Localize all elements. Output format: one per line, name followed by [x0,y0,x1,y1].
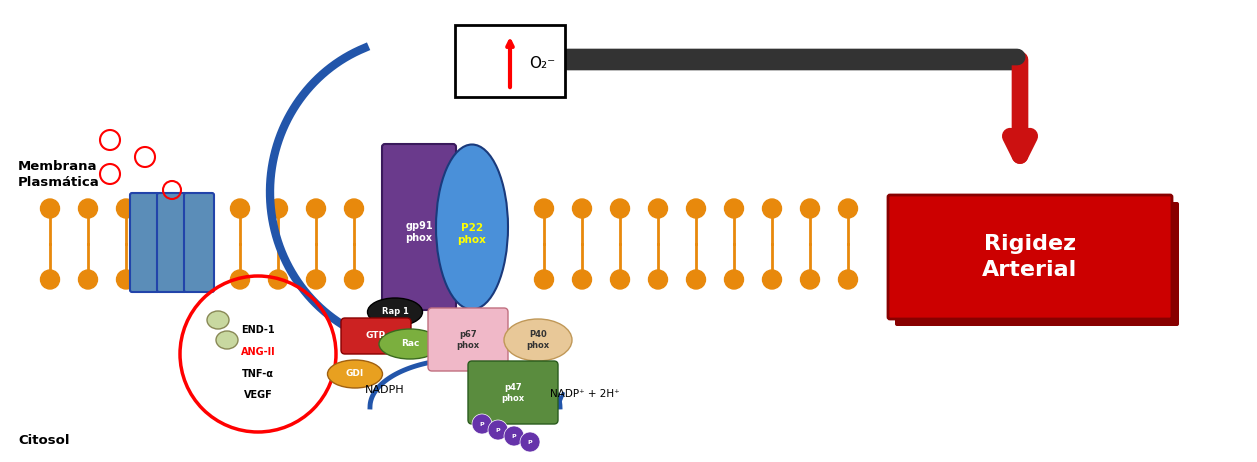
Circle shape [724,270,743,289]
Circle shape [724,199,743,218]
Circle shape [686,199,705,218]
FancyBboxPatch shape [184,193,214,292]
Circle shape [307,199,326,218]
Text: ANG-II: ANG-II [240,347,275,357]
Text: NADP⁺ + 2H⁺: NADP⁺ + 2H⁺ [551,389,620,399]
Ellipse shape [380,329,441,359]
FancyBboxPatch shape [129,193,160,292]
FancyBboxPatch shape [455,25,564,97]
Circle shape [307,270,326,289]
Circle shape [230,270,249,289]
Text: P: P [512,433,517,438]
Circle shape [471,414,491,434]
Text: P40
phox: P40 phox [527,330,549,350]
Circle shape [78,199,98,218]
Ellipse shape [504,319,572,361]
Circle shape [801,270,820,289]
FancyBboxPatch shape [427,308,508,371]
Text: END-1: END-1 [241,325,275,335]
Ellipse shape [216,331,238,349]
Ellipse shape [207,311,229,329]
Circle shape [763,270,782,289]
Ellipse shape [367,298,422,326]
Circle shape [344,199,363,218]
FancyBboxPatch shape [468,361,558,424]
Circle shape [686,270,705,289]
Text: O₂⁻: O₂⁻ [529,56,556,72]
Text: GDI: GDI [346,370,365,378]
Circle shape [155,199,173,218]
FancyBboxPatch shape [157,193,187,292]
Ellipse shape [436,145,508,310]
Circle shape [611,270,630,289]
Circle shape [520,432,541,452]
Text: Rigidez
Arterial: Rigidez Arterial [983,234,1077,280]
Circle shape [649,270,667,289]
Text: NADPH: NADPH [366,385,405,395]
Circle shape [344,270,363,289]
Text: gp91
phox: gp91 phox [405,221,432,243]
Text: P: P [480,421,484,426]
Text: p47
phox: p47 phox [502,383,524,403]
Text: Rap 1: Rap 1 [382,308,409,316]
Text: Membrana
Plasmática: Membrana Plasmática [18,159,99,188]
Text: P: P [495,427,500,432]
Circle shape [117,199,136,218]
Text: Citosol: Citosol [18,433,69,446]
Circle shape [838,199,857,218]
FancyBboxPatch shape [887,195,1172,319]
Text: TNF-α: TNF-α [243,369,274,379]
Circle shape [488,420,508,440]
Circle shape [155,270,173,289]
FancyBboxPatch shape [341,318,411,354]
Circle shape [838,270,857,289]
Circle shape [192,199,211,218]
Circle shape [572,270,592,289]
Circle shape [40,199,59,218]
Circle shape [572,199,592,218]
Circle shape [534,199,553,218]
Circle shape [611,199,630,218]
Text: VEGF: VEGF [244,390,273,400]
Circle shape [269,270,288,289]
Circle shape [649,199,667,218]
Text: Rac: Rac [401,340,419,348]
Text: P22
phox: P22 phox [458,223,486,245]
Circle shape [801,199,820,218]
Circle shape [230,199,249,218]
Text: p67
phox: p67 phox [456,330,480,350]
Circle shape [117,270,136,289]
FancyBboxPatch shape [382,144,456,310]
Circle shape [269,199,288,218]
Text: P: P [528,439,532,444]
Circle shape [40,270,59,289]
Ellipse shape [328,360,382,388]
Circle shape [534,270,553,289]
Text: GTP: GTP [366,332,386,340]
Circle shape [192,270,211,289]
Circle shape [78,270,98,289]
FancyBboxPatch shape [895,202,1179,326]
Circle shape [763,199,782,218]
Circle shape [504,426,524,446]
